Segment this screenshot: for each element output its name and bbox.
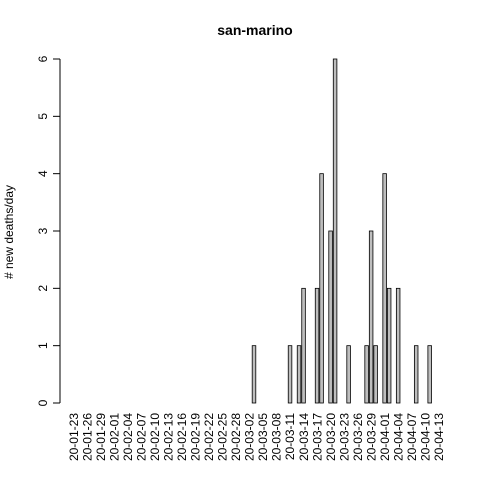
x-tick-label: 20-03-05 [256,413,270,461]
bar [413,345,419,404]
bar [314,287,320,404]
x-tick-label: 20-01-26 [81,413,95,461]
x-tick-label: 20-03-29 [364,413,378,461]
x-tick-label: 20-02-19 [189,413,203,461]
bars-group [251,58,432,404]
x-tick-label: 20-01-29 [94,413,108,461]
x-tick-label: 20-04-07 [405,413,419,461]
x-tick-label: 20-04-01 [378,413,392,461]
y-tick-label: 1 [36,342,50,349]
x-tick-label: 20-02-25 [216,413,230,461]
bar [287,345,293,404]
bar [346,345,351,404]
bar [382,173,387,404]
bar [395,287,401,404]
x-tick-label: 20-04-04 [391,413,405,461]
bar [332,58,338,404]
x-tick-label: 20-02-07 [135,413,149,461]
y-axis-label: # new deaths/day [2,185,16,279]
bar [427,345,432,404]
x-tick-label: 20-03-17 [310,413,324,461]
bar [251,345,257,404]
bar [296,345,302,404]
bar [386,287,392,404]
x-tick-label: 20-03-26 [351,413,365,461]
bar [368,230,374,404]
y-tick-label: 4 [36,170,50,177]
y-tick-label: 3 [36,227,50,234]
bar [319,173,324,404]
bar [328,230,333,404]
x-tick-label: 20-02-04 [121,413,135,461]
x-tick-label: 20-02-01 [108,413,122,461]
y-tick-label: 6 [36,55,50,62]
x-tick-label: 20-03-11 [283,413,297,460]
x-tick-label: 20-03-08 [270,413,284,461]
x-tick-label: 20-01-23 [67,413,81,461]
x-axis-tick-labels: 20-01-23 20-01-26 20-01-29 20-02-01 20-02-04… [67,413,446,461]
x-tick-label: 20-03-02 [243,413,257,461]
bar [301,287,306,404]
x-tick-label: 20-03-20 [324,413,338,461]
x-tick-label: 20-02-28 [229,413,243,461]
bar [364,345,369,404]
y-tick-label: 5 [36,113,50,120]
x-tick-label: 20-02-13 [162,413,176,461]
x-tick-label: 20-03-23 [337,413,351,461]
x-tick-label: 20-02-22 [202,413,216,461]
x-tick-label: 20-02-10 [148,413,162,461]
x-tick-label: 20-03-14 [297,413,311,461]
bar [373,345,378,404]
chart-title: san-marino [217,22,292,38]
y-axis-ticks: 0 1 2 3 4 5 6 [36,55,60,406]
y-tick-label: 0 [36,399,50,406]
y-tick-label: 2 [36,285,50,292]
x-tick-label: 20-04-10 [418,413,432,461]
x-tick-label: 20-02-16 [175,413,189,461]
x-tick-label: 20-04-13 [432,413,446,461]
